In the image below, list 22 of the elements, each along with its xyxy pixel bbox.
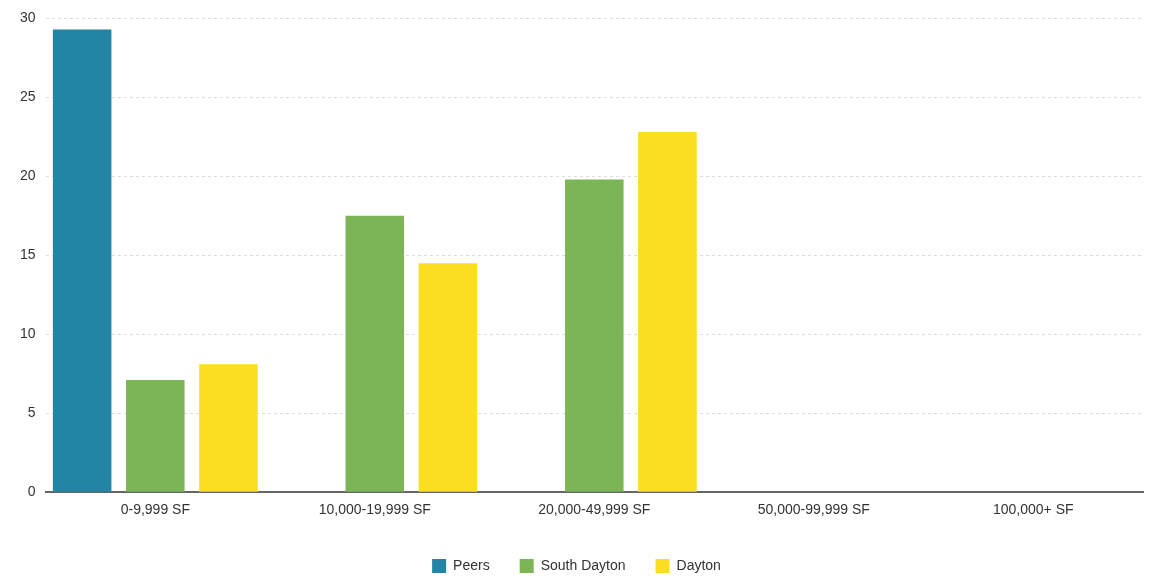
bar xyxy=(199,364,258,492)
x-tick-label: 0-9,999 SF xyxy=(120,501,190,518)
bar xyxy=(52,29,112,492)
bar xyxy=(565,179,624,492)
bar xyxy=(638,132,697,492)
y-tick-label: 30 xyxy=(19,9,36,26)
y-tick-label: 10 xyxy=(19,325,36,342)
bar xyxy=(345,215,405,492)
x-tick-label: 20,000-49,999 SF xyxy=(538,501,651,518)
y-tick-label: 20 xyxy=(19,167,36,184)
x-tick-label: 10,000-19,999 SF xyxy=(318,501,431,518)
y-tick-label: 5 xyxy=(27,404,36,421)
y-tick-label: 0 xyxy=(27,483,36,500)
bar xyxy=(418,263,478,492)
x-tick-label: 50,000-99,999 SF xyxy=(757,501,870,518)
y-tick-label: 25 xyxy=(19,88,36,105)
legend-label: Dayton xyxy=(676,556,721,573)
legend-label: Peers xyxy=(453,556,490,573)
y-tick-label: 15 xyxy=(19,246,36,263)
legend-label: South Dayton xyxy=(540,556,626,573)
bar xyxy=(126,380,185,492)
x-tick-label: 100,000+ SF xyxy=(992,501,1074,518)
